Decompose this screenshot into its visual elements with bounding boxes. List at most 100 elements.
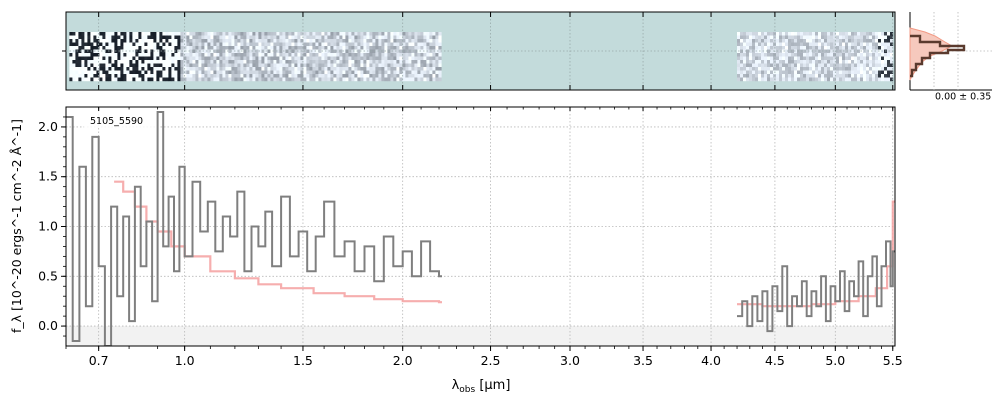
spectrum-2d-pixel bbox=[276, 60, 280, 64]
spectrum-2d-pixel bbox=[81, 35, 85, 40]
spectrum-2d-pixel bbox=[411, 77, 415, 82]
spectrum-2d-pixel bbox=[198, 46, 202, 50]
spectrum-2d-pixel bbox=[180, 46, 184, 50]
spectrum-2d-pixel bbox=[126, 56, 130, 61]
spectrum-2d-pixel bbox=[138, 74, 142, 78]
spectrum-2d-pixel bbox=[414, 74, 418, 78]
spectrum-2d-pixel bbox=[219, 35, 223, 40]
spectrum-2d-pixel bbox=[132, 32, 136, 36]
spectrum-2d-pixel bbox=[366, 77, 370, 82]
spectrum-2d-pixel bbox=[435, 70, 439, 75]
spectrum-2d-pixel bbox=[342, 53, 346, 57]
spectrum-2d-pixel bbox=[207, 35, 211, 40]
spectrum-2d-pixel bbox=[285, 32, 289, 36]
spectrum-2d-pixel bbox=[878, 74, 882, 78]
spectrum-2d-pixel bbox=[84, 74, 88, 78]
spectrum-2d-pixel bbox=[252, 56, 256, 61]
spectrum-2d-pixel bbox=[261, 32, 265, 36]
spectrum-2d-pixel bbox=[204, 77, 208, 82]
spectrum-2d-pixel bbox=[863, 32, 867, 36]
spectrum-2d-pixel bbox=[836, 35, 840, 40]
spectrum-2d-pixel bbox=[875, 46, 879, 50]
spectrum-2d-pixel bbox=[749, 67, 753, 71]
spectrum-2d-pixel bbox=[159, 53, 163, 57]
spectrum-2d-pixel bbox=[90, 35, 94, 40]
spectrum-2d-pixel bbox=[219, 56, 223, 61]
spectrum-2d-pixel bbox=[189, 46, 193, 50]
spectrum-2d-pixel bbox=[423, 35, 427, 40]
spectrum-2d-pixel bbox=[390, 67, 394, 71]
spectrum-2d-pixel bbox=[785, 77, 789, 82]
spectrum-2d-pixel bbox=[321, 74, 325, 78]
spectrum-2d-pixel bbox=[866, 53, 870, 57]
spectrum-2d-pixel bbox=[225, 39, 229, 43]
spectrum-2d-pixel bbox=[881, 46, 885, 50]
spectrum-2d-pixel bbox=[863, 53, 867, 57]
spectrum-2d-pixel bbox=[294, 56, 298, 61]
spectrum-2d-pixel bbox=[770, 63, 774, 68]
spectrum-2d-pixel bbox=[405, 70, 409, 75]
spectrum-2d-pixel bbox=[126, 70, 130, 75]
spectrum-2d-pixel bbox=[198, 63, 202, 68]
spectrum-2d-pixel bbox=[120, 53, 124, 57]
spectrum-2d-pixel bbox=[219, 46, 223, 50]
spectrum-2d-pixel bbox=[800, 35, 804, 40]
spectrum-2d-pixel bbox=[186, 53, 190, 57]
spectrum-2d-pixel bbox=[144, 67, 148, 71]
spectrum-2d-pixel bbox=[324, 56, 328, 61]
spectrum-2d-pixel bbox=[147, 46, 151, 50]
spectrum-2d-pixel bbox=[87, 77, 91, 82]
spectrum-2d-pixel bbox=[132, 53, 136, 57]
spectrum-2d-pixel bbox=[381, 46, 385, 50]
spectrum-2d-pixel bbox=[845, 46, 849, 50]
spectrum-2d-pixel bbox=[252, 42, 256, 47]
spectrum-2d-pixel bbox=[135, 63, 139, 68]
spectrum-2d-pixel bbox=[78, 32, 82, 36]
spectrum-2d-pixel bbox=[761, 63, 765, 68]
spectrum-2d-pixel bbox=[791, 42, 795, 47]
spectrum-2d-pixel bbox=[150, 56, 154, 61]
spectrum-2d-pixel bbox=[255, 49, 259, 54]
spectrum-2d-pixel bbox=[147, 56, 151, 61]
spectrum-2d-pixel bbox=[821, 39, 825, 43]
spectrum-2d-pixel bbox=[869, 49, 873, 54]
spectrum-2d-pixel bbox=[297, 63, 301, 68]
spectrum-2d-pixel bbox=[177, 60, 181, 64]
spectrum-2d-pixel bbox=[246, 32, 250, 36]
spectrum-2d-pixel bbox=[273, 35, 277, 40]
spectrum-2d-pixel bbox=[881, 77, 885, 82]
spectrum-2d-pixel bbox=[887, 63, 891, 68]
spectrum-2d-pixel bbox=[168, 35, 172, 40]
spectrum-2d-pixel bbox=[824, 60, 828, 64]
spectrum-2d-pixel bbox=[818, 35, 822, 40]
spectrum-2d-pixel bbox=[890, 77, 894, 82]
spectrum-2d-pixel bbox=[375, 39, 379, 43]
spectrum-2d-pixel bbox=[758, 74, 762, 78]
spectrum-2d-pixel bbox=[114, 63, 118, 68]
spectrum-2d-pixel bbox=[399, 35, 403, 40]
spectrum-2d-pixel bbox=[267, 74, 271, 78]
spectrum-2d-pixel bbox=[186, 63, 190, 68]
spectrum-2d-pixel bbox=[345, 42, 349, 47]
spectrum-2d-pixel bbox=[261, 70, 265, 75]
spectrum-2d-pixel bbox=[339, 32, 343, 36]
y-tick-label: 0.0 bbox=[38, 318, 58, 333]
spectrum-2d-pixel bbox=[863, 67, 867, 71]
spectrum-2d-pixel bbox=[381, 32, 385, 36]
spectrum-2d-pixel bbox=[312, 77, 316, 82]
spectrum-2d-pixel bbox=[297, 46, 301, 50]
spectrum-2d-pixel bbox=[827, 49, 831, 54]
spectrum-2d-pixel bbox=[207, 56, 211, 61]
spectrum-2d-pixel bbox=[267, 46, 271, 50]
spectrum-2d-pixel bbox=[144, 32, 148, 36]
spectrum-2d-pixel bbox=[114, 32, 118, 36]
spectrum-2d-pixel bbox=[150, 60, 154, 64]
spectrum-2d-pixel bbox=[198, 53, 202, 57]
spectrum-2d-pixel bbox=[824, 77, 828, 82]
spectrum-2d-pixel bbox=[752, 53, 756, 57]
spectrum-2d-pixel bbox=[788, 32, 792, 36]
spectrum-2d-pixel bbox=[201, 60, 205, 64]
spectrum-2d-pixel bbox=[246, 39, 250, 43]
spectrum-2d-pixel bbox=[393, 74, 397, 78]
spectrum-2d-pixel bbox=[117, 74, 121, 78]
